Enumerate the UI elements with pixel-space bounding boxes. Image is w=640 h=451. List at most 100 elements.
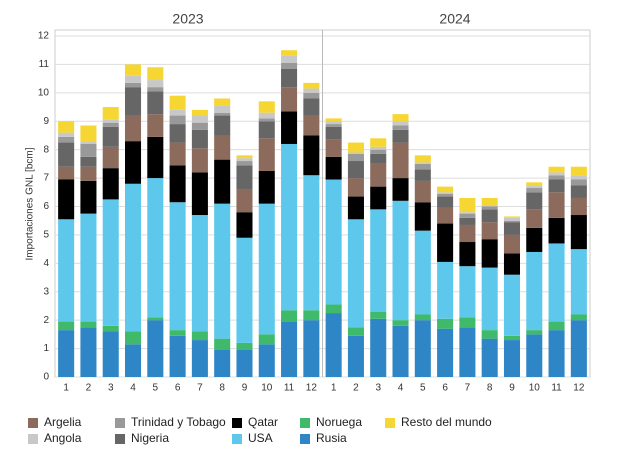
bar-segment <box>102 331 119 377</box>
bar-segment <box>80 141 97 144</box>
y-tick-label: 8 <box>43 144 49 155</box>
legend-label: Noruega <box>316 415 362 429</box>
bar-segment <box>414 180 431 203</box>
bar-segment <box>392 178 409 201</box>
bar-segment <box>191 122 208 130</box>
bar-segment <box>169 165 186 203</box>
bar-segment <box>481 222 498 240</box>
x-tick-label: 8 <box>219 383 225 394</box>
legend-swatch <box>28 418 38 428</box>
bar-segment <box>526 334 543 377</box>
y-tick-label: 9 <box>43 116 49 127</box>
bar-segment <box>481 209 498 223</box>
bar-segment <box>325 124 342 127</box>
y-tick-label: 7 <box>43 173 49 184</box>
bar-segment <box>347 327 364 336</box>
bar-segment <box>459 197 476 213</box>
y-tick-label: 5 <box>43 230 49 241</box>
bar-segment <box>548 330 565 377</box>
bar-segment <box>437 196 454 208</box>
year-label: 2023 <box>172 11 203 27</box>
bar-segment <box>214 159 231 204</box>
y-tick-label: 3 <box>43 286 49 297</box>
bar-segment <box>414 155 431 163</box>
bar-segment <box>548 217 565 244</box>
x-tick-label: 11 <box>284 383 295 394</box>
bar-segment <box>80 213 97 322</box>
bar-segment <box>503 274 521 336</box>
x-tick-label: 7 <box>197 383 203 394</box>
bar-segment <box>191 148 208 173</box>
bar-segment <box>414 169 431 181</box>
bar-segment <box>347 161 364 179</box>
bar-segment <box>303 320 320 377</box>
bar-segment <box>214 350 231 377</box>
bar-segment <box>481 197 498 206</box>
bar-segment <box>325 118 342 122</box>
bar-segment <box>80 143 97 157</box>
bar-segment <box>258 344 275 377</box>
bar-segment <box>58 219 75 322</box>
bar-segment <box>58 121 75 133</box>
bar-segment <box>58 166 75 180</box>
x-tick-label: 11 <box>551 383 562 394</box>
bar-segment <box>325 304 342 314</box>
bar-segment <box>325 139 342 157</box>
bar-segment <box>503 216 521 218</box>
bar-segment <box>437 192 454 194</box>
bar-segment <box>347 142 364 153</box>
bar-segment <box>414 230 431 315</box>
bar-segment <box>459 212 476 214</box>
bar-segment <box>526 185 543 189</box>
bar-segment <box>414 163 431 170</box>
bar-segment <box>347 219 364 328</box>
legend-swatch <box>232 418 242 428</box>
legend-swatch <box>300 418 310 428</box>
bar-segment <box>169 124 186 143</box>
x-tick-label: 7 <box>465 383 471 394</box>
bar-segment <box>303 82 320 89</box>
bar-segment <box>281 55 298 63</box>
bar-segment <box>459 242 476 267</box>
bar-segment <box>102 168 119 200</box>
bar-segment <box>281 68 298 88</box>
x-tick-label: 10 <box>261 383 273 394</box>
bar-segment <box>370 146 387 150</box>
bar-segment <box>281 62 298 69</box>
bar-segment <box>570 320 587 377</box>
bar-segment <box>437 328 454 377</box>
x-tick-label: 9 <box>242 383 248 394</box>
bar-segment <box>191 109 208 116</box>
bar-segment <box>503 217 521 221</box>
bar-segment <box>58 179 75 220</box>
bar-segment <box>258 112 275 119</box>
bar-segment <box>191 331 208 341</box>
bar-segment <box>191 215 208 332</box>
legend-swatch <box>300 434 310 444</box>
bar-segment <box>80 321 97 328</box>
x-tick-label: 4 <box>130 383 136 394</box>
bar-segment <box>124 141 142 184</box>
bar-segment <box>481 205 498 207</box>
bar-segment <box>258 203 275 335</box>
bar-segment <box>214 135 231 160</box>
bar-segment <box>437 261 454 319</box>
bar-segment <box>414 202 431 231</box>
bar-segment <box>325 121 342 125</box>
bar-segment <box>214 112 231 116</box>
bar-segment <box>570 185 587 198</box>
bar-segment <box>459 327 476 377</box>
bar-segment <box>526 182 543 186</box>
bar-segment <box>236 165 253 190</box>
x-tick-label: 2 <box>86 383 92 394</box>
bar-segment <box>414 314 431 321</box>
bar-segment <box>147 320 164 377</box>
bar-segment <box>392 121 409 126</box>
bar-segment <box>147 114 164 137</box>
bar-segment <box>303 98 320 116</box>
bar-segment <box>169 95 186 110</box>
legend-swatch <box>385 418 395 428</box>
bar-segment <box>570 249 587 315</box>
bar-segment <box>392 114 409 122</box>
